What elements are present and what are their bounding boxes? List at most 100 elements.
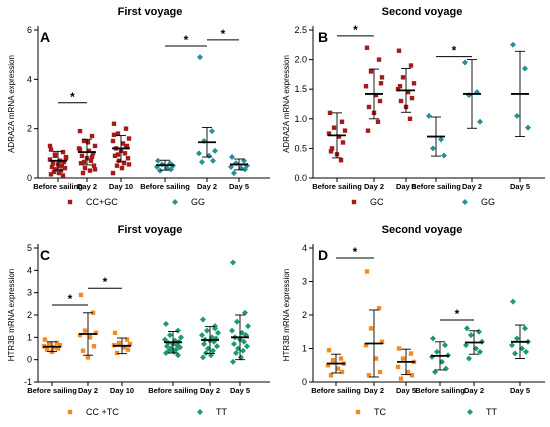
legend-label: GC xyxy=(370,197,384,207)
data-point xyxy=(408,63,414,68)
data-point xyxy=(77,332,83,338)
y-axis-label: HTR3B mRNA expression xyxy=(7,269,16,361)
data-point xyxy=(112,153,118,158)
data-point xyxy=(466,92,472,99)
data-point xyxy=(378,81,384,86)
data-point xyxy=(464,325,470,332)
data-point xyxy=(240,347,246,354)
data-point xyxy=(91,163,97,168)
data-point xyxy=(48,172,54,177)
data-point xyxy=(468,332,474,339)
data-point xyxy=(126,162,132,167)
y-tick-label: 1 xyxy=(27,332,32,342)
significance-star: * xyxy=(184,33,189,47)
y-axis-label: ADRA2A mRNA expression xyxy=(282,55,291,153)
data-point xyxy=(122,151,128,156)
data-point xyxy=(375,119,381,124)
data-point xyxy=(155,157,161,164)
significance-star: * xyxy=(103,275,108,289)
data-point xyxy=(409,373,415,378)
data-point xyxy=(409,95,415,101)
significance-star: * xyxy=(68,292,73,306)
y-tick-label: 4 xyxy=(302,243,307,253)
data-point xyxy=(398,376,404,381)
data-point xyxy=(338,356,344,361)
y-tick-label: 2.0 xyxy=(294,55,307,65)
data-point xyxy=(328,149,334,154)
data-point xyxy=(229,327,235,334)
data-point xyxy=(91,344,97,349)
data-point xyxy=(338,158,344,163)
data-point xyxy=(519,345,525,352)
chart-panel-D: Second voyage D 0 1 2 3 4 HTR3B mRNA expression… xyxy=(282,224,545,417)
data-point xyxy=(366,104,372,110)
data-point xyxy=(230,259,236,266)
data-point xyxy=(325,363,331,368)
data-point xyxy=(163,349,169,356)
data-point xyxy=(114,163,120,168)
data-point xyxy=(242,309,248,316)
data-point xyxy=(379,339,385,344)
data-point xyxy=(522,65,528,72)
data-point xyxy=(125,156,131,161)
data-point xyxy=(63,156,69,161)
x-tick-label: Day 2 xyxy=(464,386,484,395)
data-point xyxy=(430,335,436,342)
data-point xyxy=(364,269,370,274)
data-point xyxy=(342,128,348,133)
data-point xyxy=(411,81,417,86)
data-point xyxy=(432,368,438,375)
data-point xyxy=(47,143,53,149)
data-point xyxy=(44,347,50,352)
data-point xyxy=(78,161,84,166)
data-point xyxy=(57,163,63,168)
data-point xyxy=(80,170,86,176)
data-point xyxy=(231,170,237,177)
data-point xyxy=(115,131,121,136)
data-point xyxy=(335,366,341,371)
data-point xyxy=(377,369,383,375)
data-point xyxy=(339,119,345,124)
data-point xyxy=(231,341,237,348)
data-point xyxy=(396,48,402,53)
data-point xyxy=(115,152,121,157)
data-point xyxy=(238,354,244,361)
data-point xyxy=(61,159,67,165)
data-point xyxy=(46,341,52,347)
data-point xyxy=(477,348,483,355)
legend-label: GG xyxy=(191,197,205,207)
data-point xyxy=(90,151,96,156)
data-point xyxy=(178,334,184,341)
data-point xyxy=(42,337,48,342)
x-tick-label: Before sailing xyxy=(27,386,77,395)
data-point xyxy=(229,154,235,161)
x-tick-label: Before sailing xyxy=(311,386,361,395)
x-tick-label: Before sailing xyxy=(415,386,465,395)
data-point xyxy=(395,87,401,92)
y-tick-label: 2 xyxy=(27,124,32,134)
data-point xyxy=(92,143,98,149)
chart-title: First voyage xyxy=(118,6,183,18)
data-point xyxy=(114,350,120,356)
y-tick-label: 0 xyxy=(27,355,32,365)
data-point xyxy=(368,326,374,331)
data-point xyxy=(204,327,210,334)
significance-star: * xyxy=(221,27,226,41)
data-point xyxy=(405,369,411,375)
data-point xyxy=(379,75,385,80)
data-point xyxy=(407,116,413,121)
data-point xyxy=(79,153,85,158)
data-point xyxy=(87,168,93,173)
y-tick-label: 1 xyxy=(302,344,307,354)
y-tick-label: 1.0 xyxy=(294,114,307,124)
data-point xyxy=(123,126,129,131)
x-tick-label: Day 5 xyxy=(396,386,416,395)
data-point xyxy=(162,336,168,343)
data-point xyxy=(200,316,206,323)
y-axis-label: HTR3B mRNA expression xyxy=(282,269,291,361)
legend-label: GG xyxy=(481,197,495,207)
data-point xyxy=(395,364,401,370)
data-point xyxy=(212,147,218,154)
data-point xyxy=(327,110,333,116)
